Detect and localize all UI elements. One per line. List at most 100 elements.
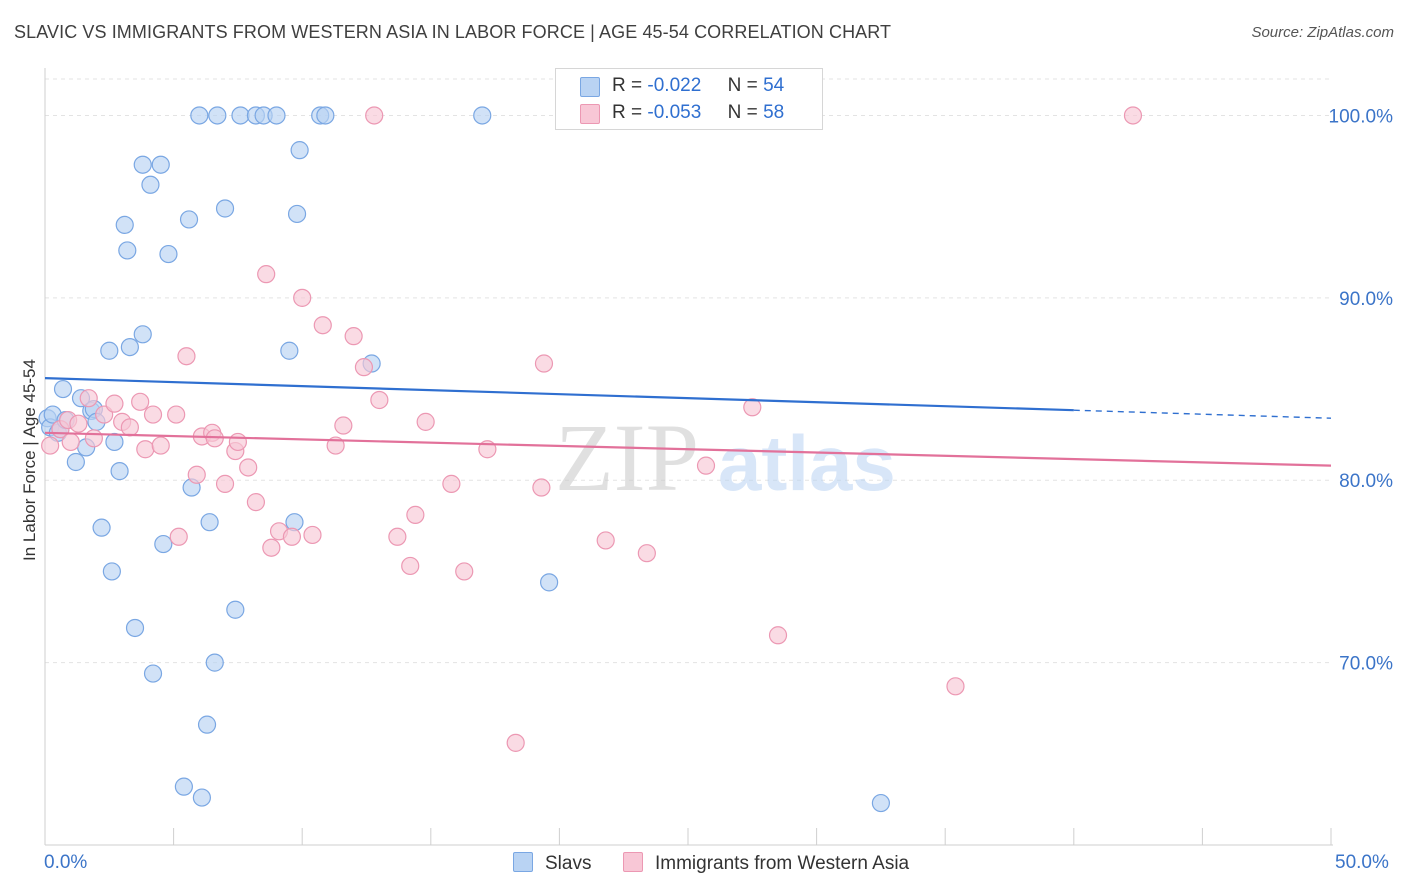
slavs-point: [92, 518, 111, 537]
immigrants-point: [151, 436, 170, 455]
slavs-point: [53, 379, 73, 399]
immigrants-point: [177, 347, 196, 366]
slavs-point: [290, 141, 309, 160]
immigrants-point: [344, 327, 363, 346]
immigrants-point: [282, 527, 302, 546]
immigrants-point: [246, 493, 266, 512]
legend-r-immigrants: -0.053: [647, 102, 702, 123]
slavs-point: [316, 106, 335, 125]
immigrants-point: [532, 478, 551, 497]
immigrants-point: [388, 527, 407, 546]
slavs-point: [205, 653, 224, 672]
slavs-point: [105, 432, 124, 452]
immigrants-point: [131, 392, 150, 411]
immigrants-point: [136, 440, 155, 459]
bottom-legend-label-slavs: Slavs: [545, 853, 592, 874]
source-label: Source: ZipAtlas.com: [1251, 24, 1394, 41]
immigrants-point: [239, 458, 258, 477]
immigrants-point: [313, 316, 332, 335]
legend-r-label: R =: [612, 75, 643, 96]
immigrants-point: [768, 626, 788, 645]
watermark-atlas: atlas: [718, 419, 896, 507]
immigrants-point: [257, 265, 276, 284]
y-tick-label: 100.0%: [1329, 106, 1394, 127]
immigrants-point: [406, 505, 425, 524]
slavs-point: [151, 155, 170, 174]
legend-n-label: N =: [727, 102, 758, 123]
y-tick-label: 80.0%: [1339, 471, 1393, 492]
y-tick-label: 90.0%: [1339, 289, 1393, 310]
immigrants-point: [455, 562, 474, 581]
immigrants-point: [228, 432, 247, 452]
bottom-legend-label-immigrants: Immigrants from Western Asia: [655, 853, 910, 874]
legend-n-immigrants: 58: [763, 102, 785, 123]
immigrants-point: [169, 527, 188, 546]
slavs-point: [208, 106, 227, 125]
watermark-zip: ZIP: [555, 404, 699, 511]
series-immigrants-points: [41, 106, 1143, 752]
immigrants-point: [637, 544, 656, 563]
trend-lines: [44, 377, 1332, 467]
immigrants-point: [743, 398, 762, 417]
slavs-point: [110, 462, 129, 481]
slavs-point: [540, 573, 559, 592]
bottom-legend-immigrants[interactable]: Immigrants from Western Asia: [623, 852, 909, 875]
slavs-point: [192, 788, 211, 807]
slavs-point: [125, 618, 145, 638]
slavs-point: [133, 325, 152, 344]
immigrants-point: [334, 416, 353, 435]
slavs-point: [133, 155, 152, 174]
slavs-point: [287, 204, 307, 224]
immigrants-point: [61, 432, 80, 452]
immigrants-point: [215, 474, 235, 493]
slavs-point: [226, 600, 245, 619]
slavs-point: [179, 210, 199, 229]
bottom-legend-swatch-immigrants: [623, 852, 643, 872]
slavs-point: [159, 244, 178, 264]
axes: [44, 68, 1333, 846]
x-tick-label-max: 50.0%: [1335, 852, 1389, 873]
y-tick-label: 70.0%: [1339, 654, 1393, 675]
immigrants-point: [79, 389, 98, 408]
immigrants-point: [354, 358, 374, 377]
gridlines: [45, 78, 1331, 664]
slavs-point: [102, 562, 121, 581]
immigrants-point: [69, 414, 88, 433]
slavs-point: [190, 106, 209, 125]
immigrants-point: [442, 474, 461, 493]
immigrants-point: [262, 538, 281, 557]
immigrants-point: [293, 288, 312, 307]
slavs-point: [66, 452, 85, 472]
slavs-point: [174, 777, 193, 796]
immigrants-point: [120, 418, 139, 437]
series-slavs-points: [38, 106, 891, 813]
immigrants-point: [370, 390, 389, 410]
x-tick-label-min: 0.0%: [44, 852, 88, 873]
slavs-point: [115, 215, 134, 235]
immigrants-point: [416, 412, 435, 431]
slavs-point: [267, 106, 286, 125]
correlation-legend: R = -0.022 N = 54 R = -0.053 N = 58: [555, 68, 823, 130]
slavs-point: [100, 341, 119, 360]
slavs-point: [473, 106, 492, 125]
slavs-point: [118, 241, 137, 260]
immigrants-point: [1123, 106, 1143, 125]
slavs-point: [143, 664, 163, 683]
watermark: ZIP atlas: [555, 404, 896, 511]
y-tick-labels: 70.0% 80.0% 90.0% 100.0%: [1329, 106, 1394, 674]
legend-swatch-slavs: [580, 77, 600, 97]
immigrants-point: [105, 394, 124, 413]
slavs-point: [280, 341, 299, 360]
immigrants-point: [401, 556, 420, 576]
legend-r-label: R =: [612, 102, 643, 123]
y-axis-title: In Labor Force | Age 45-54: [20, 359, 39, 561]
immigrants-point: [303, 525, 322, 545]
immigrants-point: [946, 677, 965, 696]
legend-n-slavs: 54: [763, 75, 785, 96]
immigrants-point: [596, 531, 615, 550]
immigrants-point: [84, 429, 103, 448]
bottom-legend-slavs[interactable]: Slavs: [513, 852, 591, 875]
slavs-point: [141, 175, 160, 194]
chart-title: SLAVIC VS IMMIGRANTS FROM WESTERN ASIA I…: [14, 22, 892, 42]
